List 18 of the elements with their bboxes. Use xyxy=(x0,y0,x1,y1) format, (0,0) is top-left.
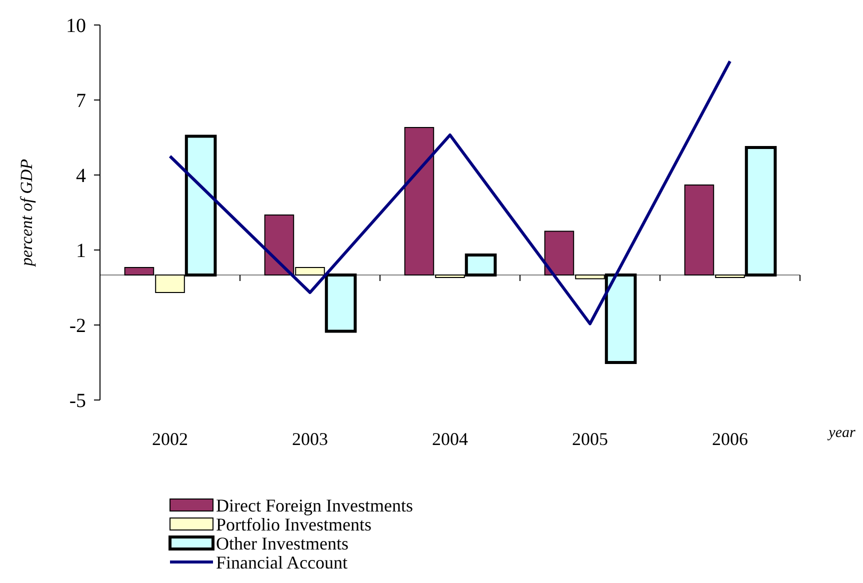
legend-label: Portfolio Investments xyxy=(216,514,372,534)
x-axis-title: year xyxy=(826,425,856,441)
legend-label: Financial Account xyxy=(216,552,348,572)
y-tick-label: 10 xyxy=(66,15,86,37)
legend-label: Other Investments xyxy=(216,533,348,554)
y-tick-label: 7 xyxy=(76,90,86,112)
line-series xyxy=(168,60,732,326)
legend-label: Direct Foreign Investments xyxy=(216,495,413,516)
x-tick-label: 2004 xyxy=(432,429,468,449)
y-tick-label: -2 xyxy=(69,315,86,337)
x-tick-label: 2002 xyxy=(152,429,188,449)
x-tick-label: 2003 xyxy=(292,429,328,449)
y-tick-label: -5 xyxy=(69,390,86,412)
y-tick-label: 4 xyxy=(76,165,86,187)
x-tick-label: 2005 xyxy=(572,429,608,449)
y-tick-label: 1 xyxy=(76,240,86,262)
x-tick-label: 2006 xyxy=(712,429,748,449)
y-axis-title: percent of GDP xyxy=(17,158,36,268)
